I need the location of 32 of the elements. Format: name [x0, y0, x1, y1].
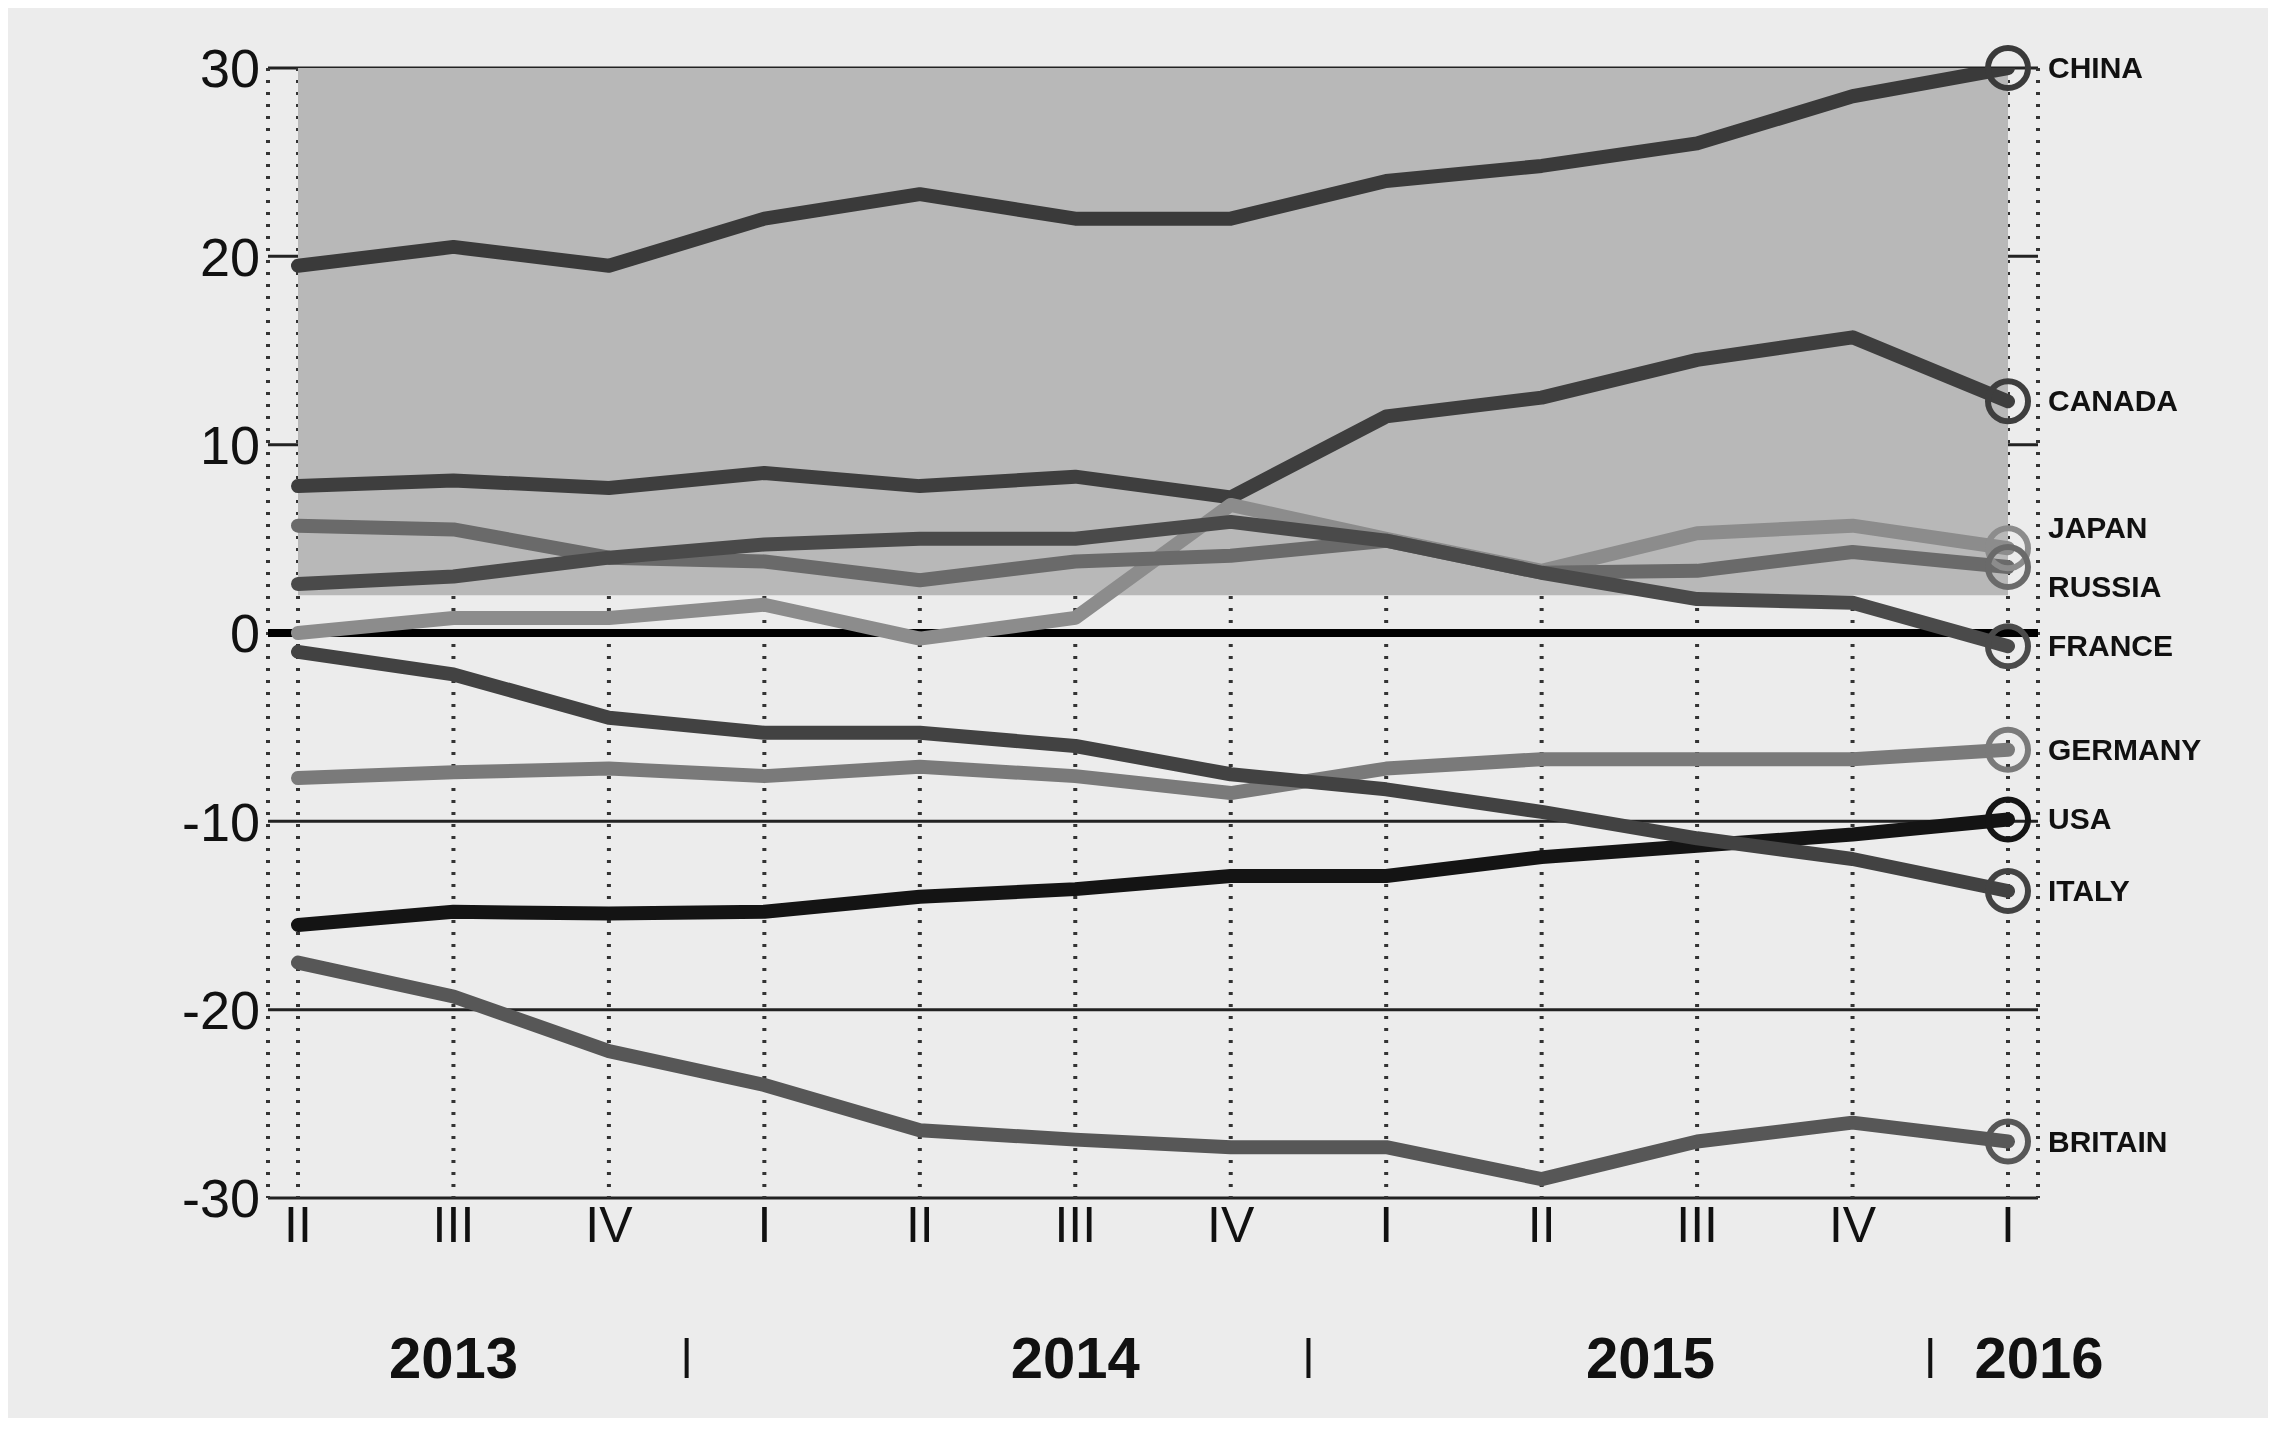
y-tick-label: -10: [181, 791, 260, 852]
x-tick-label: III: [1676, 1196, 1718, 1253]
series-label: JAPAN: [2048, 511, 2148, 545]
series-label: USA: [2048, 802, 2112, 836]
x-tick-label: IV: [1207, 1196, 1255, 1253]
series-label: CHINA: [2048, 51, 2143, 84]
x-tick-label: I: [2001, 1196, 2015, 1253]
x-tick-label: III: [1054, 1196, 1097, 1253]
text: 2015: [1585, 1325, 1715, 1390]
x-tick-label: II: [1527, 1196, 1556, 1253]
x-tick-label: II: [284, 1196, 312, 1253]
text: 2013: [388, 1325, 518, 1390]
series-label: BRITAIN: [2048, 1124, 2168, 1158]
series-label: FRANCE: [2048, 629, 2173, 663]
y-tick-label: -20: [181, 979, 260, 1040]
x-tick-label: I: [1379, 1196, 1394, 1253]
y-tick-label: -30: [181, 1168, 260, 1229]
text: 2016: [1974, 1325, 2104, 1390]
x-tick-label: I: [757, 1196, 772, 1253]
series-label: CANADA: [2048, 384, 2178, 418]
x-tick-label: III: [432, 1196, 475, 1253]
x-tick-label: IV: [1828, 1196, 1877, 1253]
x-tick-label: IV: [585, 1196, 634, 1253]
series-label: GERMANY: [2048, 732, 2202, 766]
y-tick-label: 20: [199, 226, 260, 287]
x-tick-label: II: [905, 1196, 934, 1253]
series-label: RUSSIA: [2048, 570, 2162, 604]
text: 2014: [1010, 1325, 1140, 1390]
y-tick-label: 0: [229, 603, 260, 664]
series-label: ITALY: [2048, 874, 2130, 908]
y-tick-label: 10: [199, 414, 260, 475]
y-tick-label: 30: [199, 38, 260, 99]
